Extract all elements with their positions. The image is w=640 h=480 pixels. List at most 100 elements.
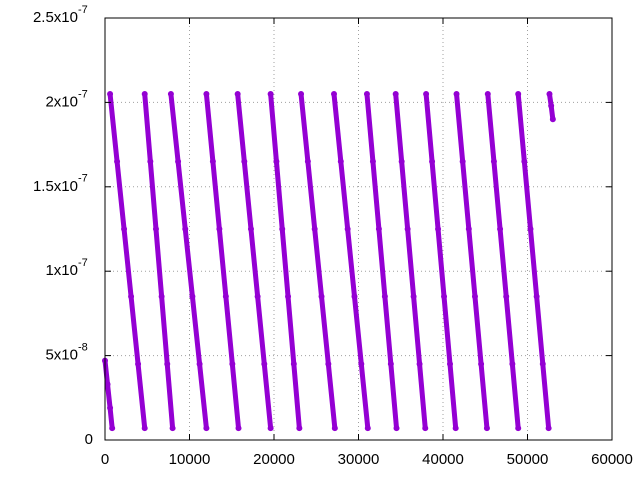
point bbox=[152, 226, 159, 232]
point bbox=[364, 425, 371, 432]
point bbox=[141, 90, 148, 97]
point bbox=[267, 90, 274, 97]
point bbox=[203, 425, 210, 432]
point bbox=[235, 425, 242, 432]
point bbox=[261, 361, 268, 368]
y-tick-exponent: -7 bbox=[78, 88, 88, 100]
y-tick-label: 0 bbox=[85, 431, 93, 448]
y-tick-exponent: -7 bbox=[78, 4, 88, 16]
point bbox=[114, 158, 121, 165]
point bbox=[241, 158, 248, 165]
point-trail bbox=[102, 91, 556, 431]
point bbox=[247, 226, 254, 232]
point bbox=[441, 293, 448, 300]
point bbox=[369, 158, 376, 165]
point bbox=[521, 158, 528, 165]
point bbox=[527, 226, 534, 232]
point bbox=[435, 226, 442, 232]
point bbox=[452, 425, 459, 432]
point bbox=[422, 425, 429, 432]
point bbox=[423, 90, 430, 97]
point bbox=[267, 425, 274, 432]
point bbox=[311, 226, 318, 232]
point bbox=[453, 90, 460, 97]
point bbox=[203, 90, 210, 97]
point bbox=[497, 226, 504, 232]
point bbox=[549, 116, 556, 123]
point bbox=[147, 158, 154, 165]
point bbox=[304, 158, 311, 165]
point bbox=[229, 361, 236, 368]
point bbox=[158, 293, 165, 300]
y-tick-label: 1x10 bbox=[45, 262, 78, 279]
point bbox=[484, 90, 491, 97]
point bbox=[107, 90, 114, 97]
point bbox=[285, 293, 292, 300]
point bbox=[375, 226, 382, 232]
point bbox=[175, 158, 182, 165]
y-tick-exponent: -7 bbox=[78, 257, 88, 269]
point bbox=[478, 361, 485, 368]
point bbox=[351, 293, 358, 300]
point bbox=[331, 425, 338, 432]
y-tick-label: 1.5x10 bbox=[33, 178, 78, 195]
y-tick-label: 2x10 bbox=[45, 93, 78, 110]
point bbox=[545, 425, 552, 432]
point bbox=[296, 425, 303, 432]
x-tick-label: 0 bbox=[101, 451, 109, 468]
point bbox=[169, 425, 176, 432]
point bbox=[216, 226, 223, 232]
point bbox=[141, 425, 148, 432]
point bbox=[515, 90, 522, 97]
point bbox=[393, 425, 400, 432]
point bbox=[471, 293, 478, 300]
point bbox=[279, 226, 286, 232]
point bbox=[446, 361, 453, 368]
point bbox=[363, 90, 370, 97]
point bbox=[273, 158, 280, 165]
point bbox=[546, 90, 553, 97]
point bbox=[222, 293, 229, 300]
x-tick-label: 30000 bbox=[338, 451, 380, 468]
point bbox=[330, 90, 337, 97]
point bbox=[189, 293, 196, 300]
point bbox=[387, 361, 394, 368]
point bbox=[107, 404, 114, 411]
point bbox=[548, 102, 555, 109]
point bbox=[298, 90, 305, 97]
point bbox=[318, 293, 325, 300]
point bbox=[196, 361, 203, 368]
point bbox=[404, 226, 411, 232]
point bbox=[490, 158, 497, 165]
x-tick-label: 50000 bbox=[507, 451, 549, 468]
point bbox=[325, 361, 332, 368]
y-tick-label: 5x10 bbox=[45, 347, 78, 364]
point bbox=[121, 226, 128, 232]
point bbox=[416, 361, 423, 368]
point bbox=[503, 293, 510, 300]
x-tick-label: 20000 bbox=[253, 451, 295, 468]
y-tick-label: 2.5x10 bbox=[33, 9, 78, 26]
y-tick-exponent: -7 bbox=[78, 173, 88, 185]
point bbox=[465, 226, 472, 232]
point bbox=[539, 361, 546, 368]
point bbox=[164, 361, 171, 368]
point bbox=[290, 361, 297, 368]
point bbox=[459, 158, 466, 165]
point bbox=[515, 425, 522, 432]
point bbox=[533, 293, 540, 300]
y-tick-exponent: -8 bbox=[78, 342, 88, 354]
point bbox=[429, 158, 436, 165]
point bbox=[398, 158, 405, 165]
point bbox=[392, 90, 399, 97]
point bbox=[104, 381, 111, 388]
point bbox=[182, 226, 189, 232]
point bbox=[109, 425, 116, 432]
x-tick-label: 60000 bbox=[591, 451, 633, 468]
plot-frame bbox=[104, 17, 613, 441]
grid bbox=[105, 18, 612, 440]
point bbox=[410, 293, 417, 300]
